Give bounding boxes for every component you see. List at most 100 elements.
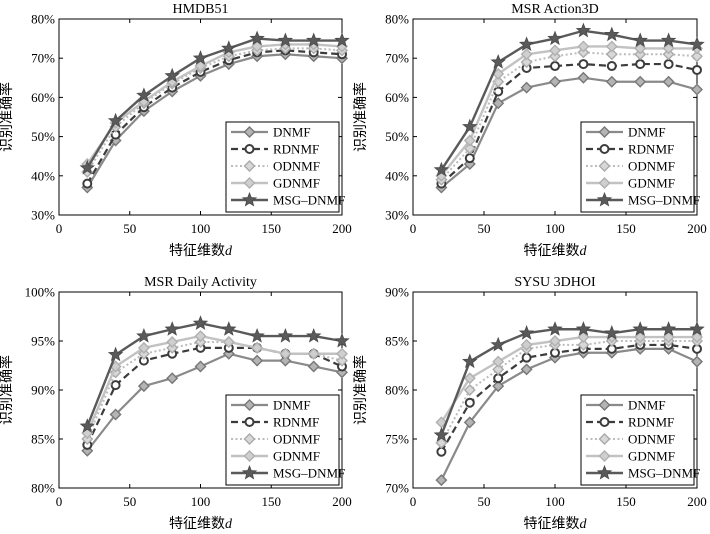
- data-point: [520, 56, 533, 69]
- data-point: [433, 161, 450, 177]
- data-point: [462, 353, 478, 369]
- data-point: [436, 446, 447, 457]
- data-point: [110, 380, 121, 391]
- legend-marker: [243, 450, 256, 462]
- x-tick-label: 150: [616, 221, 636, 236]
- data-point: [691, 355, 703, 368]
- x-tick-label: 0: [410, 494, 417, 509]
- y-tick-label: 80%: [31, 12, 55, 27]
- data-point: [462, 118, 478, 134]
- data-point: [549, 44, 561, 57]
- y-tick-label: 50%: [31, 129, 55, 144]
- series-line: [86, 47, 343, 173]
- legend-label: MSG–DNMF: [273, 466, 345, 481]
- data-point: [521, 352, 532, 363]
- y-axis-label: 识别准确率: [352, 355, 369, 425]
- legend-label: RDNMF: [628, 415, 674, 430]
- data-point: [518, 325, 535, 340]
- data-point: [279, 347, 292, 360]
- data-point: [279, 354, 292, 367]
- legend-label: DNMF: [628, 398, 666, 413]
- legend-item-odnmf: ODNMF: [231, 159, 320, 174]
- legend-label: ODNMF: [628, 432, 675, 447]
- panel-sysu-3dhoi: SYSU 3DHOI 0 50 100 150 200 70% 75% 80% 85% 90% 特征维…: [352, 275, 707, 532]
- data-point: [192, 315, 209, 330]
- series-line: [86, 43, 343, 165]
- x-tick-label: 200: [332, 221, 352, 236]
- y-tick-label: 70%: [31, 51, 55, 66]
- data-point: [549, 335, 561, 347]
- data-point: [691, 83, 703, 96]
- series-line: [440, 45, 697, 177]
- data-point: [632, 321, 648, 336]
- y-tick-label: 95%: [31, 334, 55, 349]
- data-point: [577, 338, 590, 351]
- y-tick-label: 40%: [385, 168, 409, 183]
- data-point: [660, 321, 677, 336]
- legend-item-msg-dnmf: MSG–DNMF: [231, 464, 345, 481]
- series-msg-dnmf: [433, 22, 705, 177]
- data-point: [550, 61, 560, 72]
- data-point: [221, 40, 237, 55]
- legend-marker: [598, 177, 611, 189]
- series-line: [440, 62, 698, 185]
- x-tick-label: 200: [687, 221, 707, 236]
- legend: DNMF RDNMF ODNMF GDNMF MSG–DNMF: [225, 394, 345, 486]
- chart-title: MSR Action3D: [511, 2, 599, 17]
- legend-label: GDNMF: [628, 449, 675, 464]
- data-point: [194, 330, 207, 343]
- data-point: [109, 408, 122, 421]
- data-point: [520, 81, 533, 94]
- data-point: [463, 416, 476, 429]
- legend: DNMF RDNMF ODNMF GDNMF MSG–DNMF: [225, 121, 345, 213]
- x-tick-label: 50: [478, 221, 491, 236]
- legend-label: GDNMF: [273, 176, 320, 191]
- series-line: [440, 347, 698, 481]
- x-axis-label: 特征维数d: [524, 243, 588, 259]
- data-point: [493, 86, 504, 97]
- panel-msr-daily-activity: MSR Daily Activity 0 50 100 150 200 80% 85% 90% 9…: [0, 275, 352, 532]
- data-point: [493, 373, 504, 384]
- data-point: [606, 61, 617, 72]
- legend-item-dnmf: DNMF: [231, 398, 311, 413]
- y-tick-label: 90%: [31, 383, 55, 398]
- legend-item-rdnmf: RDNMF: [586, 415, 674, 430]
- series-msg-dnmf: [79, 315, 350, 433]
- data-point: [305, 32, 322, 48]
- y-tick-label: 80%: [385, 383, 409, 398]
- legend: DNMF RDNMF ODNMF GDNMF MSG–DNMF: [580, 121, 700, 213]
- legend-marker: [598, 399, 611, 411]
- x-tick-label: 150: [262, 221, 282, 236]
- data-point: [547, 30, 563, 46]
- x-tick-label: 50: [123, 221, 136, 236]
- legend-marker: [243, 399, 256, 411]
- legend-item-msg-dnmf: MSG–DNMF: [586, 464, 700, 481]
- legend-marker: [244, 144, 255, 154]
- data-point: [575, 321, 592, 336]
- legend-label: RDNMF: [273, 142, 319, 157]
- legend-item-msg-dnmf: MSG–DNMF: [586, 191, 700, 208]
- data-point: [605, 75, 618, 88]
- series-line: [86, 352, 343, 452]
- x-axis-label: 特征维数d: [524, 516, 588, 532]
- series-line: [86, 53, 343, 189]
- data-point: [490, 54, 506, 69]
- legend-marker: [598, 126, 611, 138]
- data-point: [277, 32, 294, 48]
- data-point: [107, 112, 124, 128]
- series-line: [86, 322, 343, 427]
- data-point: [691, 50, 703, 63]
- series-line: [440, 29, 698, 171]
- data-point: [662, 42, 675, 55]
- data-point: [251, 40, 264, 53]
- data-point: [192, 50, 209, 65]
- y-tick-label: 70%: [385, 481, 409, 496]
- data-point: [605, 40, 618, 53]
- x-tick-label: 200: [332, 494, 352, 509]
- data-point: [518, 36, 535, 52]
- data-point: [194, 360, 207, 373]
- data-point: [435, 436, 448, 449]
- data-point: [164, 67, 180, 83]
- legend-marker: [241, 191, 258, 207]
- legend-label: RDNMF: [273, 415, 319, 430]
